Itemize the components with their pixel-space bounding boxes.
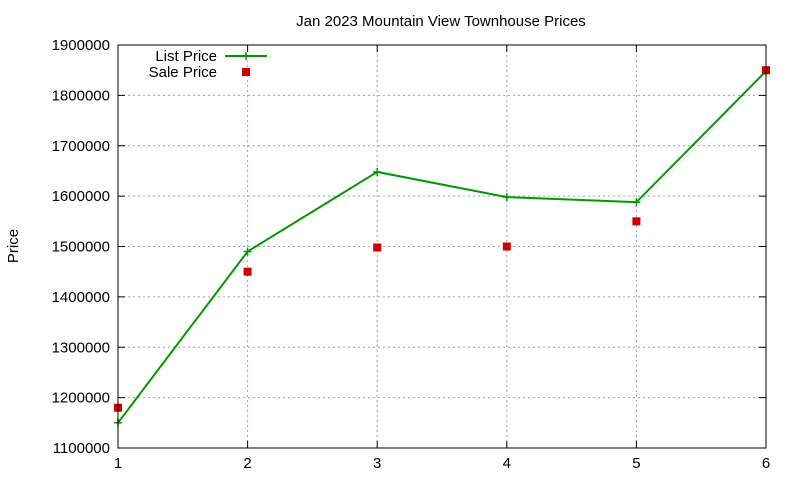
- series-group: [114, 66, 770, 427]
- grid-lines: [117, 44, 767, 449]
- sale-price-point: [243, 267, 252, 276]
- x-tick-label: 1: [114, 455, 122, 472]
- y-axis-label: Price: [5, 229, 22, 263]
- y-tick-label: 1500000: [52, 239, 110, 256]
- plot-frame: [117, 44, 767, 449]
- y-tick-label: 1800000: [52, 87, 110, 104]
- list-price-point: [502, 193, 511, 202]
- legend-label: List Price: [155, 48, 217, 65]
- sale-price-point: [373, 243, 382, 252]
- x-tick-label: 3: [373, 455, 381, 472]
- y-tick-label: 1600000: [52, 188, 110, 205]
- y-tick-label: 1300000: [52, 339, 110, 356]
- y-tick-labels: 1100000 1200000 1300000 1400000 1500000 16000…: [52, 37, 110, 457]
- sale-price-point: [502, 242, 511, 251]
- x-tick-label: 5: [632, 455, 640, 472]
- x-tick-label: 4: [503, 455, 511, 472]
- legend-square-swatch: [242, 68, 250, 76]
- x-tick-label: 6: [762, 455, 770, 472]
- list-price-point: [243, 247, 252, 256]
- list-price-point: [632, 198, 641, 207]
- y-tick-label: 1900000: [52, 37, 110, 54]
- y-tick-label: 1200000: [52, 390, 110, 407]
- legend-label: Sale Price: [149, 64, 217, 81]
- y-tick-label: 1100000: [53, 440, 110, 457]
- y-tick-label: 1700000: [52, 138, 110, 155]
- list-price-point: [373, 167, 382, 176]
- x-tick-labels: 1 2 3 4 5 6: [114, 455, 770, 472]
- x-tick-label: 2: [243, 455, 251, 472]
- sale-price-point: [632, 217, 641, 226]
- chart-title: Jan 2023 Mountain View Townhouse Prices: [296, 13, 586, 30]
- list-price-line: [117, 70, 767, 424]
- y-tick-label: 1400000: [52, 289, 110, 306]
